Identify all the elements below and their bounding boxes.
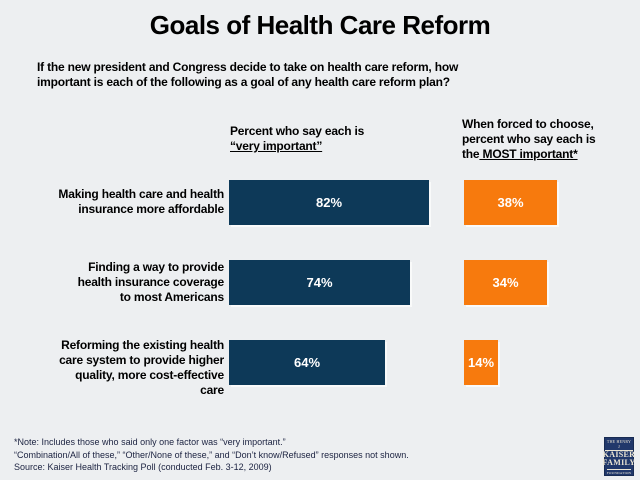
bar-very-important-coverage: 74% xyxy=(229,260,410,305)
bar-most-important-affordability: 38% xyxy=(464,180,557,225)
column-header-most-important: When forced to choose, percent who say e… xyxy=(462,117,632,162)
bar-value-label: 74% xyxy=(306,275,333,290)
logo-line-foundation: FOUNDATION xyxy=(606,468,632,475)
column-header-most-important-line2: percent who say each is xyxy=(462,132,596,146)
footnote-note: *Note: Includes those who said only one … xyxy=(14,437,286,447)
question-text: If the new president and Congress decide… xyxy=(37,60,597,90)
bar-very-important-affordability: 82% xyxy=(229,180,429,225)
logo-line-family: FAMILY xyxy=(602,458,636,467)
page-title: Goals of Health Care Reform xyxy=(149,10,491,40)
question-line-2: important is each of the following as a … xyxy=(37,75,450,89)
bar-most-important-coverage: 34% xyxy=(464,260,547,305)
footnote-source: Source: Kaiser Health Tracking Poll (con… xyxy=(14,462,272,472)
footnotes: *Note: Includes those who said only one … xyxy=(14,436,534,474)
row-label-affordability: Making health care and health insurance … xyxy=(58,187,224,216)
bar-value-label: 64% xyxy=(293,355,321,370)
kaiser-family-foundation-logo: THE HENRY J KAISER FAMILY FOUNDATION xyxy=(602,437,636,476)
row-label-coverage: Finding a way to provide health insuranc… xyxy=(77,260,225,304)
footnote-responses: “Combination/All of these,” “Other/None … xyxy=(14,449,409,460)
bar-very-important-quality: 64% xyxy=(229,340,385,385)
column-header-most-important-line3: the MOST important* xyxy=(462,147,578,161)
logo-line-kaiser: KAISER xyxy=(602,449,636,459)
column-header-most-important-line1: When forced to choose, xyxy=(462,117,594,131)
column-header-very-important: Percent who say each is “very important” xyxy=(230,124,420,154)
column-header-very-important-line2: “very important” xyxy=(230,139,323,153)
bar-most-important-quality: 14% xyxy=(464,340,498,385)
row-label-quality: Reforming the existing health care syste… xyxy=(59,338,224,397)
question-line-1: If the new president and Congress decide… xyxy=(37,60,459,74)
bar-value-label: 14% xyxy=(467,355,495,370)
bar-value-label: 34% xyxy=(492,275,519,290)
bar-value-label: 82% xyxy=(315,195,343,210)
column-header-very-important-line1: Percent who say each is xyxy=(230,124,365,138)
logo-line-the-henry-j: THE HENRY J xyxy=(605,438,633,451)
bar-value-label: 38% xyxy=(497,195,524,210)
